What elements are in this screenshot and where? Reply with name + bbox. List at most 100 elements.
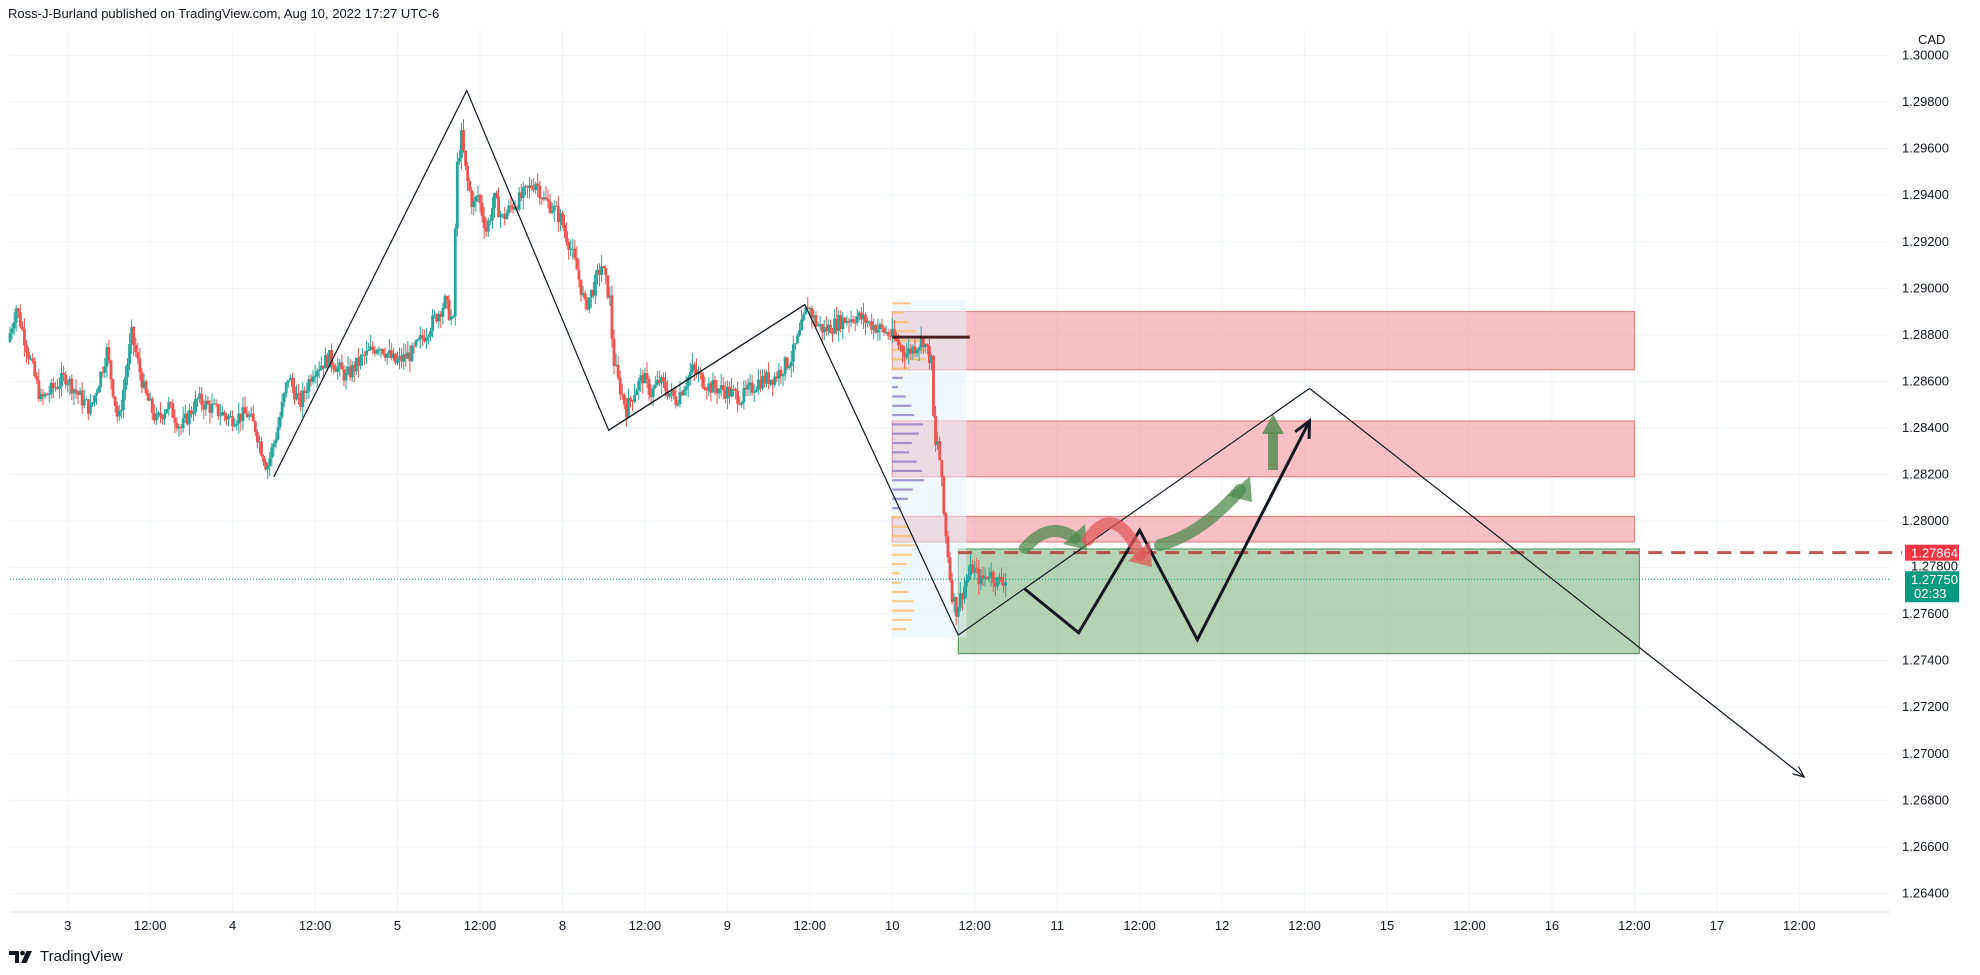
candle-body	[49, 382, 53, 394]
candle-body	[225, 415, 228, 420]
candle-body	[396, 359, 399, 364]
candle-body	[218, 415, 222, 417]
candle-body	[748, 382, 752, 385]
candle-body	[262, 455, 265, 463]
volume-profile-bar	[892, 311, 904, 314]
candle-body	[519, 192, 523, 198]
candle-body	[344, 372, 348, 381]
candle-body	[23, 329, 26, 346]
candle-body	[387, 350, 391, 354]
candle-body	[433, 314, 437, 316]
candle-body	[614, 364, 618, 366]
candle-body	[705, 389, 709, 391]
candle-body	[734, 389, 738, 392]
candle-body	[954, 597, 958, 617]
candle-body	[645, 372, 649, 380]
candle-body	[554, 205, 558, 207]
volume-profile-bar	[892, 609, 915, 612]
candle-body	[851, 319, 855, 322]
candle-body	[692, 364, 696, 370]
volume-profile-bar	[892, 376, 903, 379]
candle-body	[356, 357, 360, 366]
time-tick-label: 12:00	[464, 918, 497, 933]
price-tick-label: 1.26600	[1902, 839, 1949, 854]
candle-body	[441, 307, 445, 317]
candle-body	[212, 403, 216, 405]
candle-body	[457, 158, 461, 162]
candle-body	[474, 196, 478, 202]
price-tick-label: 1.30000	[1902, 48, 1949, 63]
candle-body	[546, 199, 550, 202]
candle-body	[447, 299, 451, 320]
candle-body	[631, 400, 634, 402]
candle-body	[117, 411, 121, 417]
candle-body	[822, 327, 826, 333]
candle-body	[820, 323, 824, 333]
candle-body	[99, 371, 103, 388]
candle-body	[608, 295, 612, 298]
candle-body	[668, 393, 672, 397]
candle-body	[86, 399, 90, 414]
candle-body	[336, 366, 340, 372]
candle-body	[472, 201, 476, 208]
candle-body	[973, 567, 977, 573]
candle-body	[383, 354, 387, 358]
candle-body	[334, 368, 338, 372]
candle-body	[905, 354, 909, 358]
candle-body	[765, 372, 768, 384]
candle-body	[412, 345, 416, 347]
candle-body	[849, 319, 853, 323]
candle-body	[915, 350, 919, 354]
candle-body	[627, 398, 630, 418]
candle-body	[113, 396, 117, 406]
candle-body	[249, 413, 253, 416]
time-tick-label: 4	[229, 918, 236, 933]
candle-body	[470, 190, 474, 208]
candle-body	[622, 394, 626, 405]
candle-body	[909, 348, 913, 354]
candle-body	[301, 390, 305, 407]
price-tick-label: 1.28000	[1902, 513, 1949, 528]
price-tick-label: 1.27200	[1902, 699, 1949, 714]
candle-body	[653, 384, 657, 389]
candle-body	[435, 314, 439, 322]
up-arrow-shaft	[1268, 432, 1278, 470]
candle-body	[577, 269, 581, 280]
candle-body	[833, 318, 836, 334]
candle-body	[326, 355, 329, 368]
candle-body	[796, 335, 799, 344]
time-axis: 3 12:00 4 12:00 5 12:00 8 12:00 9 12:00 10 12:00 11 1…	[64, 918, 1815, 933]
candle-body	[664, 381, 667, 391]
candle-body	[544, 197, 548, 200]
candle-body	[558, 213, 562, 223]
candle-body	[222, 412, 226, 416]
candle-body	[134, 344, 138, 353]
footer-brand[interactable]: TradingView	[8, 948, 123, 965]
candle-body	[291, 378, 294, 387]
candle-body	[583, 293, 587, 300]
candle-body	[406, 352, 410, 359]
demand-zone	[957, 548, 1640, 655]
volume-profile-bar	[892, 516, 901, 519]
candle-body	[511, 206, 515, 210]
candle-body	[923, 343, 927, 348]
candle-body	[550, 210, 554, 213]
volume-profile-bar	[892, 525, 908, 528]
candle-body	[420, 335, 424, 339]
time-tick-label: 12:00	[299, 918, 332, 933]
candle-body	[736, 391, 740, 404]
candles	[8, 119, 1008, 626]
candle-body	[332, 364, 336, 369]
candle-body	[806, 307, 810, 310]
candle-body	[150, 398, 154, 413]
candle-body	[983, 576, 987, 579]
volume-profile-bar	[892, 330, 917, 333]
price-tick-label: 1.26400	[1902, 885, 1949, 900]
price-tick-label: 1.29400	[1902, 187, 1949, 202]
candle-body	[660, 377, 663, 384]
candle-body	[497, 196, 500, 218]
candle-body	[773, 376, 777, 385]
candle-body	[167, 402, 171, 410]
candle-body	[573, 248, 577, 258]
